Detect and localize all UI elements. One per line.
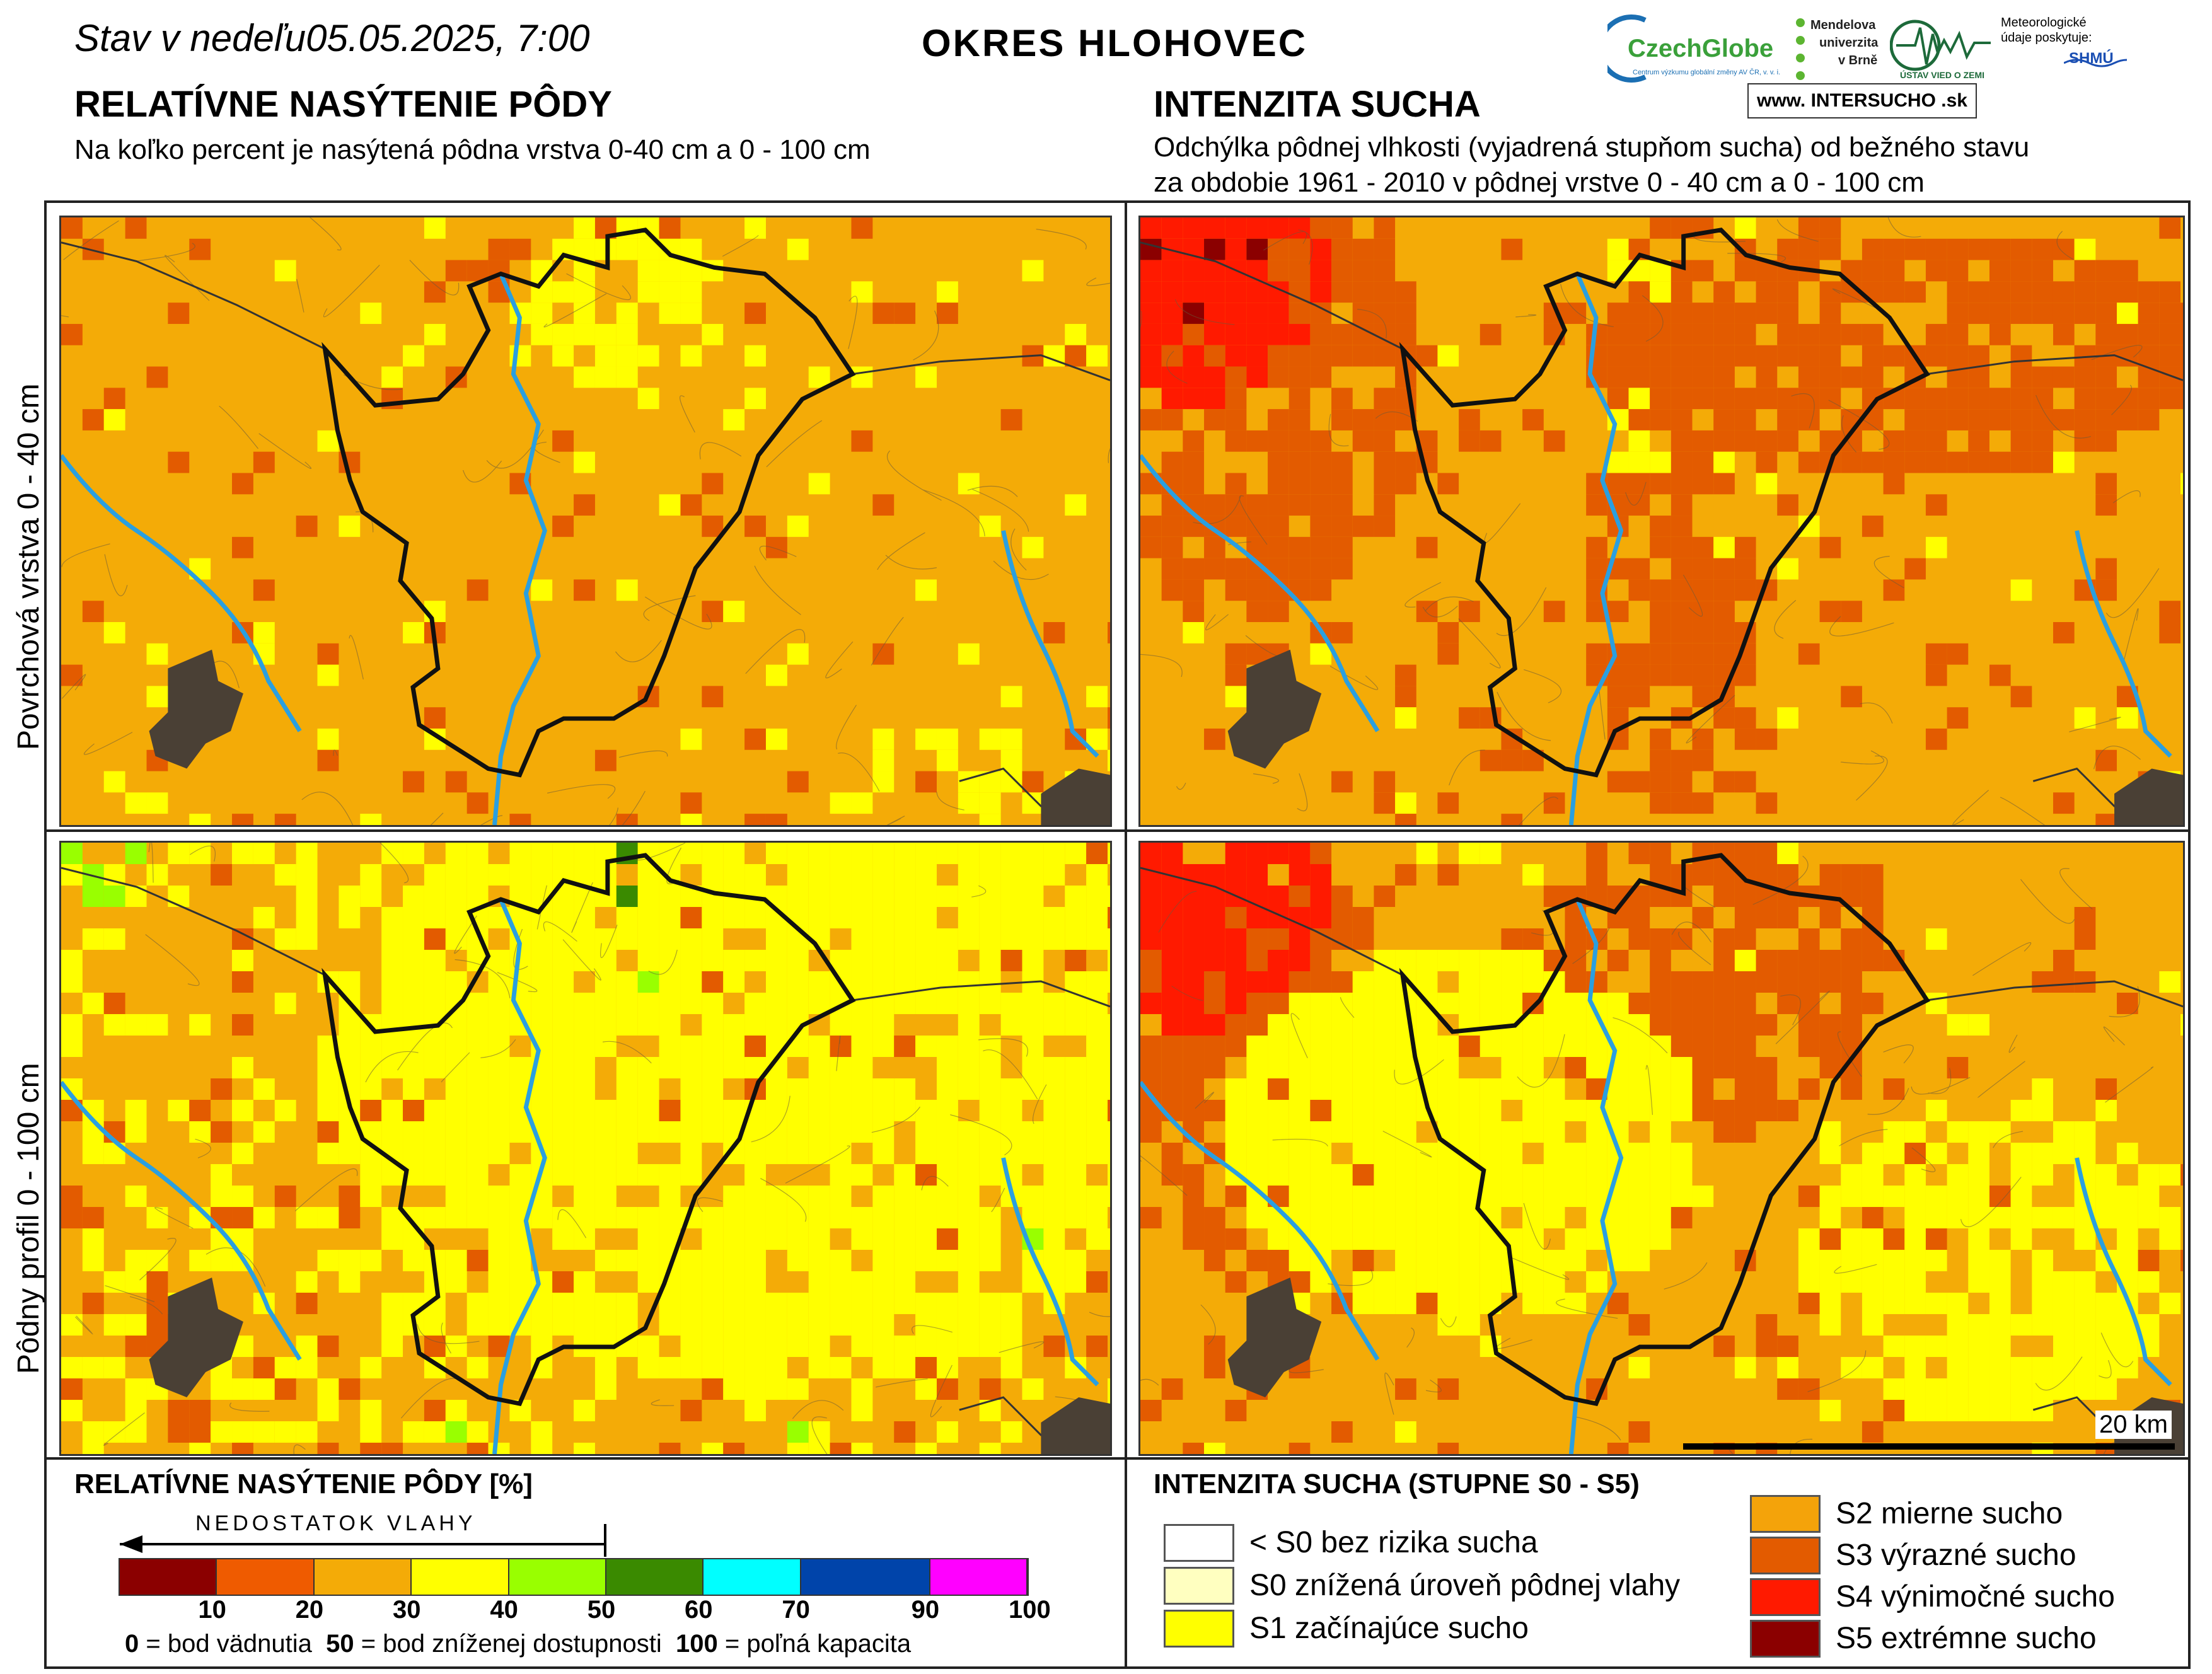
legend-swatch-7 [704,1559,801,1595]
panel-divider-vertical [1125,203,1127,1666]
legend-drought-swatch-4 [1750,1537,1821,1574]
right-section-subtitle-1: Odchýlka pôdnej vlhkosti (vyjadrená stup… [1154,132,2030,163]
legend-swatch-5 [509,1559,607,1595]
map-drought-topsoil[interactable] [1138,216,2185,827]
legend-tick-100: 100 [1009,1596,1051,1624]
map-svg [61,843,1110,1454]
legend-swatch-1 [120,1559,217,1595]
legend-drought-label-0: < S0 bez rizika sucha [1249,1526,1538,1559]
legend-drought-label-2: S1 začínajúce sucho [1249,1612,1529,1645]
legend-drought-swatch-2 [1164,1610,1234,1648]
right-section-subtitle-2: za obdobie 1961 - 2010 v pôdnej vrstve 0… [1154,167,1925,198]
legend-swatch-4 [412,1559,509,1595]
legend-swatch-3 [314,1559,412,1595]
svg-text:Mendelova: Mendelova [1810,18,1876,32]
legend-tick-20: 20 [295,1596,324,1624]
map-saturation-topsoil[interactable] [59,216,1112,827]
legend-drought-label-4: S3 výrazné sucho [1836,1538,2076,1572]
legend-saturation-colorbar [119,1558,1029,1596]
legend-drought-label-3: S2 mierne sucho [1836,1497,2063,1530]
legend-tick-50: 50 [587,1596,616,1624]
panel-divider-top [47,829,2188,832]
scale-label: 20 km [2095,1411,2172,1439]
legend-swatch-6 [606,1559,704,1595]
legend-drought-label-5: S4 výnimočné sucho [1836,1580,2115,1613]
svg-text:univerzita: univerzita [1819,36,1879,50]
legend-saturation-title: RELATÍVNE NASÝTENIE PÔDY [%] [74,1469,533,1499]
czechglobe-sub: Centrum výzkumu globální změny AV ČR, v.… [1633,68,1780,76]
svg-text:SHMÚ: SHMÚ [2069,49,2114,67]
scale-bar [1683,1443,2175,1450]
district-title: OKRES HLOHOVEC [922,22,1308,64]
map-svg [61,217,1110,825]
row-label-top: Povrchová vrstva 0 - 40 cm [12,383,45,750]
legend-drought-label-1: S0 znížená úroveň pôdnej vlahy [1249,1569,1681,1602]
map-svg [1140,217,2183,825]
legend-arrow-label: NEDOSTATOK VLAHY [195,1511,477,1535]
legend-swatch-8 [801,1559,930,1595]
legend-tick-60: 60 [685,1596,713,1624]
legend-swatch-9 [930,1559,1028,1595]
legend-drought-title: INTENZITA SUCHA (STUPNE S0 - S5) [1154,1469,1640,1499]
partner-logos: CzechGlobe Centrum výzkumu globální změn… [1597,6,2187,120]
map-svg [1140,843,2183,1454]
legend-tick-70: 70 [782,1596,810,1624]
legend-tick-10: 10 [198,1596,226,1624]
row-label-bottom: Pôdny profil 0 - 100 cm [12,1063,45,1374]
map-panel-frame [44,200,2191,1669]
svg-text:ÚSTAV VIED O ZEMI: ÚSTAV VIED O ZEMI [1900,69,1984,80]
legend-tick-40: 40 [490,1596,518,1624]
czechglobe-text: CzechGlobe [1628,35,1773,62]
shmu-logo: SHMÚ [2063,44,2140,76]
legend-drought-swatch-0 [1164,1524,1234,1562]
left-section-title: RELATÍVNE NASÝTENIE PÔDY [74,84,612,125]
intersucho-logo[interactable]: www. INTERSUCHO .sk [1747,83,1977,118]
mendelu-logo: Mendelova univerzita v Brně [1794,15,1889,84]
panel-divider-bottom [47,1457,2188,1460]
meteo-credit: Meteorologické údaje poskytuje: [2001,16,2092,45]
uvz-logo: ÚSTAV VIED O ZEMI [1889,15,1997,84]
legend-tick-30: 30 [393,1596,421,1624]
czechglobe-logo: CzechGlobe Centrum výzkumu globální změn… [1597,14,1784,83]
legend-drought-label-6: S5 extrémne sucho [1836,1622,2097,1655]
map-drought-profile[interactable] [1138,841,2185,1456]
legend-arrow-line [120,1543,605,1545]
legend-saturation-footnote: 0 = bod vädnutia 50 = bod zníženej dostu… [125,1630,912,1658]
legend-arrow-tick [604,1524,606,1557]
legend-drought-swatch-3 [1750,1495,1821,1533]
legend-drought-swatch-5 [1750,1578,1821,1616]
legend-drought-swatch-1 [1164,1567,1234,1605]
legend-swatch-2 [217,1559,315,1595]
date-prefix: Stav v nedeľu [74,17,306,59]
date-value: 05.05.2025, 7:00 [306,17,590,59]
svg-text:v Brně: v Brně [1838,54,1877,67]
date-heading: Stav v nedeľu05.05.2025, 7:00 [74,16,590,60]
legend-tick-90: 90 [911,1596,940,1624]
map-saturation-profile[interactable] [59,841,1112,1456]
legend-drought-swatch-6 [1750,1620,1821,1658]
legend-arrow-head [120,1535,142,1553]
left-section-subtitle: Na koľko percent je nasýtená pôdna vrstv… [74,134,871,165]
right-section-title: INTENZITA SUCHA [1154,84,1481,125]
